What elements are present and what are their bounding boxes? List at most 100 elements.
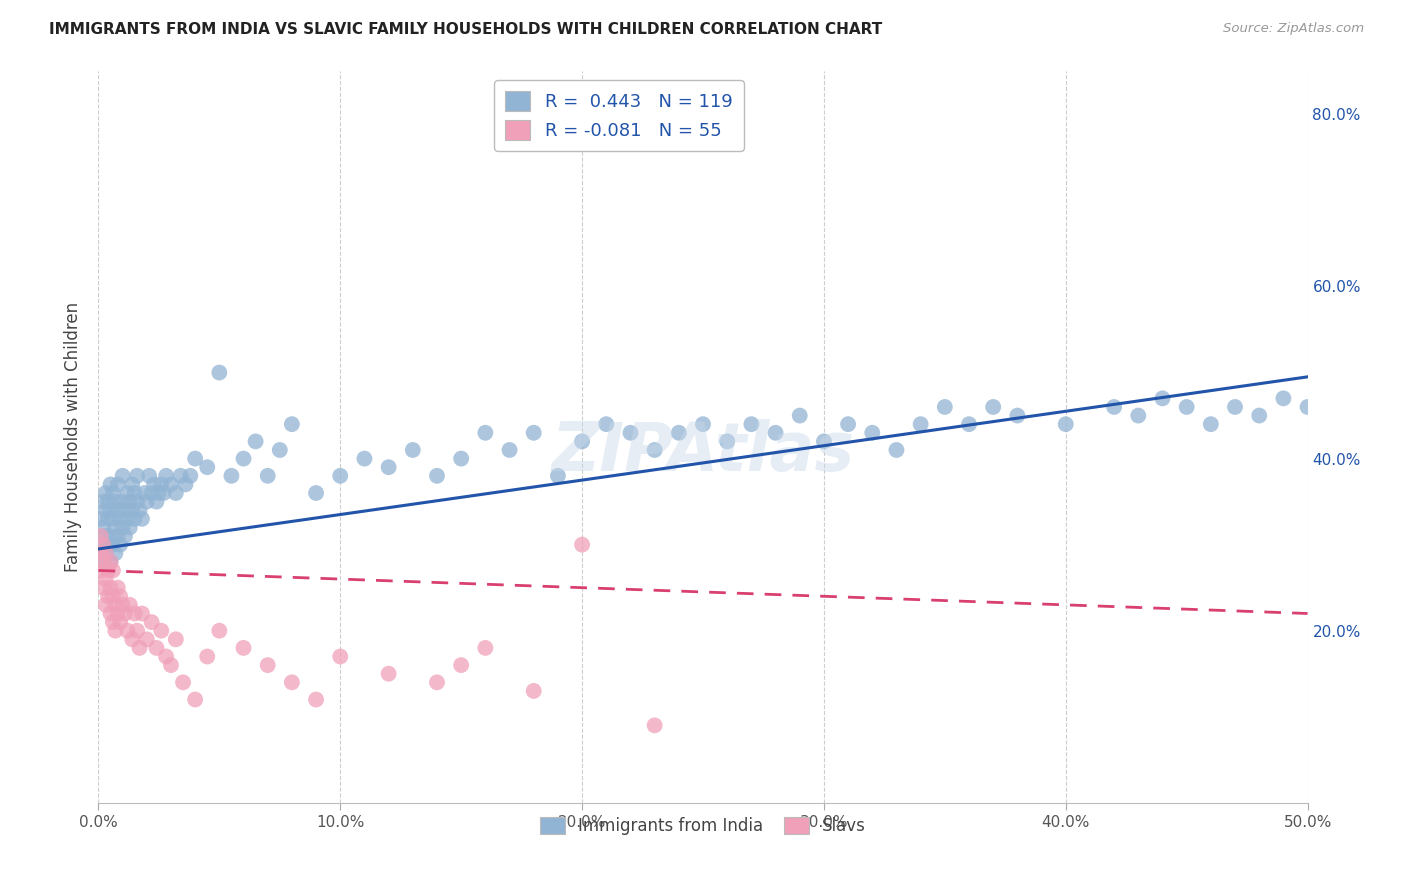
Text: Source: ZipAtlas.com: Source: ZipAtlas.com [1223, 22, 1364, 36]
Point [91, 538, 114, 552]
Point [101, 589, 124, 603]
Point [104, 598, 127, 612]
Point [837, 417, 859, 432]
Point [117, 486, 139, 500]
Point [94, 503, 117, 517]
Point [1054, 417, 1077, 432]
Point [957, 417, 980, 432]
Point [124, 512, 146, 526]
Point [94, 598, 117, 612]
Point [100, 581, 122, 595]
Point [104, 624, 127, 638]
Point [184, 692, 207, 706]
Point [97, 564, 120, 578]
Point [402, 442, 425, 457]
Point [571, 434, 593, 449]
Point [141, 615, 163, 629]
Point [150, 624, 173, 638]
Point [155, 649, 177, 664]
Point [329, 649, 352, 664]
Point [195, 649, 218, 664]
Point [117, 512, 139, 526]
Point [107, 503, 129, 517]
Point [179, 468, 201, 483]
Point [256, 468, 278, 483]
Point [127, 494, 149, 508]
Point [195, 460, 218, 475]
Point [329, 468, 352, 483]
Point [91, 555, 114, 569]
Point [97, 589, 120, 603]
Point [114, 607, 136, 621]
Point [426, 468, 449, 483]
Point [450, 451, 472, 466]
Point [94, 529, 117, 543]
Point [1320, 383, 1343, 397]
Point [1007, 409, 1029, 423]
Point [1152, 392, 1174, 406]
Point [91, 555, 114, 569]
Point [90, 538, 112, 552]
Point [256, 658, 278, 673]
Point [94, 546, 117, 560]
Point [547, 468, 569, 483]
Point [91, 520, 114, 534]
Point [145, 494, 167, 508]
Point [141, 486, 163, 500]
Point [100, 555, 122, 569]
Point [523, 425, 546, 440]
Point [128, 640, 150, 655]
Point [101, 512, 124, 526]
Point [184, 451, 207, 466]
Point [107, 607, 129, 621]
Point [934, 400, 956, 414]
Point [104, 494, 127, 508]
Point [127, 624, 149, 638]
Point [232, 640, 254, 655]
Point [172, 675, 194, 690]
Point [114, 529, 136, 543]
Point [101, 538, 124, 552]
Point [644, 718, 666, 732]
Point [124, 607, 146, 621]
Point [426, 675, 449, 690]
Point [107, 529, 129, 543]
Point [97, 538, 120, 552]
Text: IMMIGRANTS FROM INDIA VS SLAVIC FAMILY HOUSEHOLDS WITH CHILDREN CORRELATION CHAR: IMMIGRANTS FROM INDIA VS SLAVIC FAMILY H… [49, 22, 883, 37]
Point [1102, 400, 1125, 414]
Point [165, 486, 187, 500]
Point [450, 658, 472, 673]
Point [377, 666, 399, 681]
Point [269, 442, 291, 457]
Point [108, 512, 131, 526]
Point [131, 512, 153, 526]
Point [111, 494, 134, 508]
Point [160, 658, 183, 673]
Point [619, 425, 641, 440]
Point [121, 477, 143, 491]
Point [208, 624, 231, 638]
Point [571, 538, 593, 552]
Point [107, 581, 129, 595]
Point [118, 520, 141, 534]
Point [245, 434, 267, 449]
Point [1296, 400, 1319, 414]
Point [498, 442, 520, 457]
Point [145, 640, 167, 655]
Point [90, 512, 112, 526]
Point [91, 581, 114, 595]
Point [208, 366, 231, 380]
Point [281, 675, 304, 690]
Point [377, 460, 399, 475]
Point [94, 486, 117, 500]
Y-axis label: Family Households with Children: Family Households with Children [63, 302, 82, 572]
Point [169, 468, 191, 483]
Point [108, 589, 131, 603]
Point [474, 425, 496, 440]
Point [221, 468, 243, 483]
Point [765, 425, 787, 440]
Point [305, 486, 328, 500]
Point [111, 598, 134, 612]
Point [135, 632, 157, 647]
Point [134, 486, 156, 500]
